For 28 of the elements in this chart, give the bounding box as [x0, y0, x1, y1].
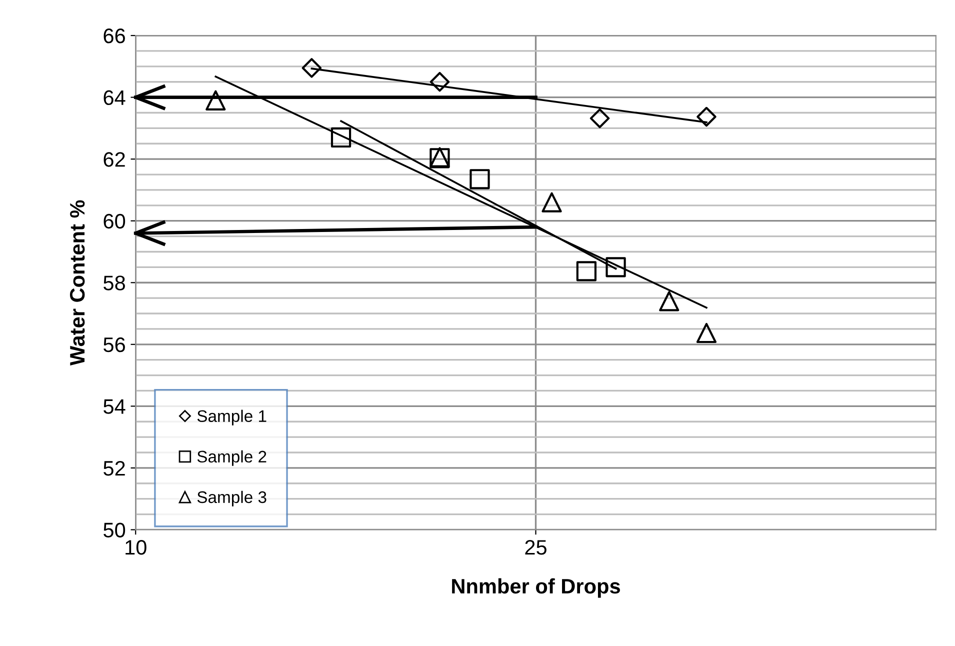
- point: [659, 291, 680, 312]
- point: [576, 261, 597, 282]
- point: [606, 257, 626, 278]
- y-tick-label: 64: [104, 90, 126, 106]
- y-tick-label: 60: [104, 214, 126, 229]
- point: [470, 169, 490, 190]
- legend-label: Sample 2: [197, 450, 266, 466]
- point: [590, 108, 610, 128]
- y-tick-label: 50: [104, 522, 126, 538]
- point: [696, 106, 716, 127]
- x-axis-title: Nnmber of Drops: [452, 578, 620, 598]
- y-tick-label: 54: [104, 399, 126, 414]
- legend-label: Sample 3: [197, 490, 266, 506]
- y-tick-label: 66: [104, 28, 125, 44]
- y-tick-label: 58: [104, 276, 125, 290]
- y-axis-title: Water Content %: [70, 200, 85, 366]
- point: [542, 192, 562, 212]
- point: [206, 90, 226, 110]
- y-tick-label: 56: [104, 337, 125, 352]
- point: [430, 72, 450, 92]
- x-tick-label: 10: [126, 540, 146, 555]
- y-tick-label: 62: [104, 152, 125, 167]
- x-tick-label: 25: [525, 540, 546, 555]
- point: [696, 322, 717, 344]
- point: [302, 58, 322, 78]
- point: [330, 127, 352, 148]
- y-tick-label: 52: [104, 460, 125, 476]
- legend-label: Sample 1: [197, 410, 266, 426]
